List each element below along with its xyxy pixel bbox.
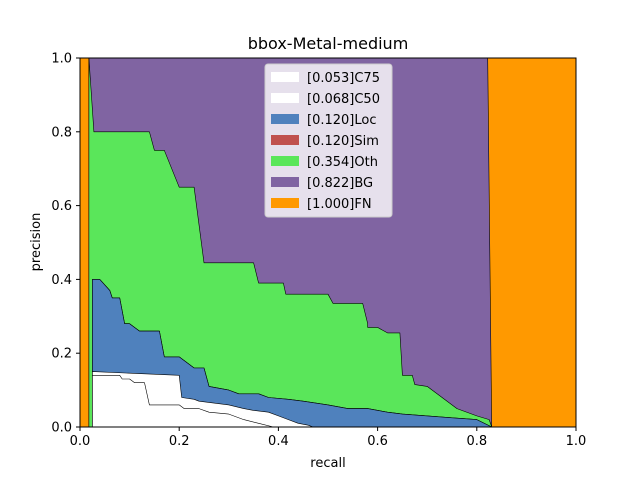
legend-label-0-120-sim: [0.120]Sim [307, 134, 379, 149]
y-tick-label: 0.6 [51, 199, 72, 214]
y-tick-label: 0.0 [51, 421, 72, 436]
legend-label-0-354-oth: [0.354]Oth [307, 155, 378, 170]
y-tick-label: 1.0 [51, 52, 72, 67]
y-tick-label: 0.4 [51, 273, 72, 288]
x-tick-label: 0.0 [70, 434, 91, 449]
x-axis-label: recall [310, 456, 345, 471]
legend-swatch-1-000-fn [271, 198, 299, 208]
area-0-053-c75 [92, 374, 274, 428]
legend-label-1-000-fn: [1.000]FN [307, 197, 372, 212]
y-axis-label: precision [29, 213, 44, 272]
x-tick-label: 0.8 [466, 434, 487, 449]
x-tick-label: 0.4 [268, 434, 289, 449]
chart-title: bbox-Metal-medium [248, 34, 409, 53]
x-axis-ticks: 0.0 0.2 0.4 0.6 0.8 1.0 [70, 427, 587, 449]
legend-label-0-053-c75: [0.053]C75 [307, 71, 380, 86]
legend: [0.053]C75 [0.068]C50 [0.120]Loc [0.120]Sim… [264, 63, 393, 218]
y-tick-label: 0.2 [51, 347, 72, 362]
legend-swatch-0-120-sim [271, 135, 299, 145]
legend-swatch-0-120-loc [271, 114, 299, 124]
plot-frame [79, 57, 577, 428]
x-tick-label: 0.6 [367, 434, 388, 449]
legend-swatch-0-822-bg [271, 177, 299, 187]
legend-swatch-0-068-c50 [271, 93, 299, 103]
x-tick-label: 1.0 [566, 434, 587, 449]
legend-swatch-0-354-oth [271, 156, 299, 166]
x-tick-label: 0.2 [169, 434, 190, 449]
legend-swatch-0-053-c75 [271, 72, 299, 82]
area-0-354-oth [88, 57, 493, 428]
legend-label-0-120-loc: [0.120]Loc [307, 113, 376, 128]
area-0-120-loc [92, 279, 493, 428]
y-axis-ticks: 0.0 0.2 0.4 0.6 0.8 1.0 [51, 52, 80, 436]
y-tick-label: 0.8 [51, 125, 72, 140]
legend-label-0-822-bg: [0.822]BG [307, 176, 373, 191]
legend-label-0-068-c50: [0.068]C50 [307, 92, 380, 107]
